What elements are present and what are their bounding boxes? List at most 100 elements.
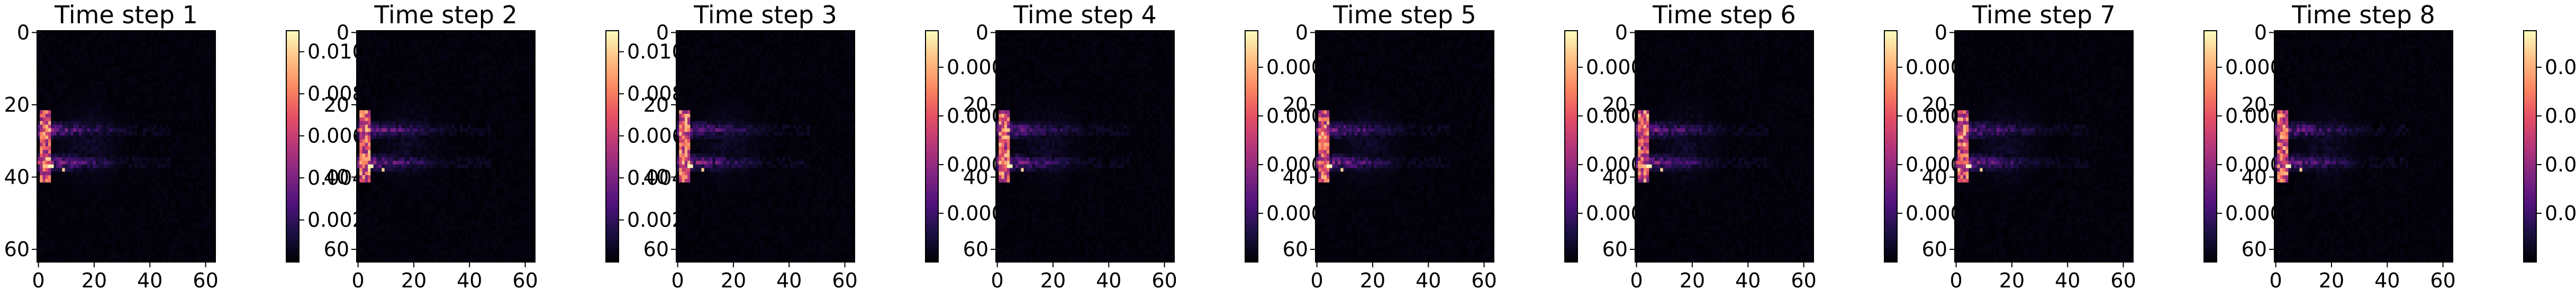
heatmap-cell [37,45,40,49]
heatmap-cell [148,186,152,191]
heatmap-cell [198,38,202,42]
heatmap-cell [182,77,185,82]
heatmap-cell [193,150,196,154]
heatmap-cell [176,171,180,176]
heatmap-cell [527,41,530,46]
heatmap-cell [146,45,149,49]
heatmap-cell [126,124,130,129]
heatmap-cell [532,56,536,60]
heatmap-cell [159,136,163,140]
heatmap-cell [126,74,130,78]
heatmap-cell [415,67,419,71]
heatmap-cell [365,70,368,75]
heatmap-cell [165,237,169,241]
heatmap-cell [115,175,119,179]
heatmap-cell [140,114,143,118]
heatmap-cell [193,178,196,183]
heatmap-cell [123,200,127,205]
heatmap-cell [187,247,191,252]
heatmap-cell [201,88,205,93]
heatmap-cell [148,88,152,93]
heatmap-cell [176,153,180,158]
heatmap-cell [137,243,141,248]
heatmap-cell [106,222,110,227]
heatmap-cell [67,150,71,154]
heatmap-cell [70,215,74,219]
heatmap-cell [90,146,93,150]
heatmap-cell [78,106,82,111]
heatmap-cell [59,200,62,205]
heatmap-cell [440,56,443,60]
heatmap-cell [207,95,211,100]
heatmap-cell [123,207,127,212]
heatmap-cell [129,175,132,179]
heatmap-cell [151,175,155,179]
heatmap-cell [62,124,66,129]
heatmap-cell [185,124,188,129]
heatmap-cell [210,182,213,187]
heatmap-cell [204,52,207,57]
heatmap-cell [176,175,180,179]
heatmap-cell [87,56,90,60]
heatmap-cell [198,255,202,259]
heatmap-cell [146,67,149,71]
heatmap-cell [109,168,113,172]
heatmap-cell [527,38,530,42]
heatmap-cell [210,128,213,132]
heatmap-cell [179,95,183,100]
heatmap-cell [90,95,93,100]
heatmap-cell [437,74,441,78]
heatmap-cell [59,139,62,143]
heatmap-cell [185,31,188,35]
heatmap-cell [170,142,174,147]
heatmap-cell [168,164,171,169]
heatmap-cell [132,85,135,89]
heatmap-cell [529,34,533,39]
heatmap-cell [154,222,158,227]
heatmap-cell [154,215,158,219]
heatmap-cell [204,56,207,60]
heatmap-cell [204,121,207,125]
heatmap-cell [487,63,491,67]
heatmap-cell [62,38,66,42]
heatmap-cell [201,81,205,86]
heatmap-cell [151,229,155,233]
heatmap-cell [165,153,169,158]
heatmap-cell [51,243,55,248]
heatmap-cell [129,229,132,233]
heatmap-cell [193,56,196,60]
heatmap-cell [185,56,188,60]
heatmap-cell [379,70,382,75]
heatmap-cell [112,171,116,176]
heatmap-cell [376,49,379,53]
heatmap-cell [423,38,427,42]
heatmap-cell [185,150,188,154]
heatmap-cell [182,178,185,183]
heatmap-cell [56,59,60,64]
heatmap-cell [93,56,96,60]
heatmap-cell [95,45,99,49]
heatmap-cell [67,247,71,252]
heatmap-cell [126,106,130,111]
heatmap-cell [112,207,116,212]
heatmap-cell [151,215,155,219]
heatmap-cell [162,157,166,161]
heatmap-cell [212,237,216,241]
heatmap-cell [137,124,141,129]
heatmap-cell [56,157,60,161]
heatmap-cell [510,49,513,53]
heatmap-cell [62,63,66,67]
heatmap-cell [170,186,174,191]
heatmap-cell [134,110,138,114]
heatmap-cell [98,175,102,179]
heatmap-cell [37,117,40,122]
heatmap-cell [37,77,40,82]
heatmap-cell [426,49,430,53]
heatmap-cell [157,164,160,169]
heatmap-cell [53,171,57,176]
heatmap-cell [379,49,382,53]
heatmap-cell [474,74,477,78]
heatmap-cell [204,164,207,169]
heatmap-cell [204,142,207,147]
heatmap-cell [137,160,141,165]
